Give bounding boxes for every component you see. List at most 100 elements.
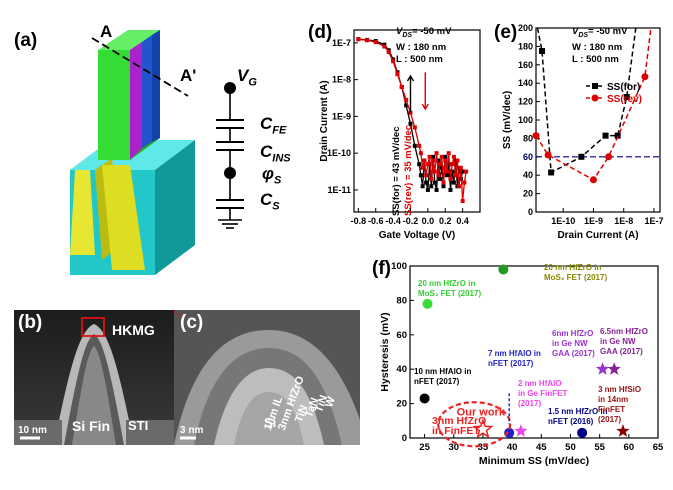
y-tick-label-d: 1E-10 bbox=[327, 148, 351, 158]
ferro-layer-blue bbox=[142, 35, 152, 148]
series-line-SS(rev) bbox=[535, 27, 652, 181]
point-marker-circle bbox=[419, 393, 430, 404]
x-tick-label-d: 0.4 bbox=[456, 216, 469, 226]
point-ss-for bbox=[578, 153, 585, 160]
point-label-line: nFET (2017) bbox=[488, 359, 534, 368]
point-label-line: in 14nm bbox=[598, 395, 628, 404]
point-reverse bbox=[439, 154, 444, 159]
point-reverse bbox=[441, 180, 446, 185]
length-line-e: L : 500 nm bbox=[572, 53, 619, 65]
cut-line bbox=[91, 37, 189, 97]
point-label-line: GAA (2017) bbox=[552, 349, 595, 358]
point-reverse bbox=[429, 176, 434, 181]
chart-e-annotation: VDS= -50 mV W : 180 nm L : 500 nm bbox=[572, 26, 627, 66]
y-tick-label-f: 0 bbox=[402, 433, 407, 444]
scale-b-label: 10 nm bbox=[18, 425, 47, 436]
point-reverse bbox=[434, 151, 439, 156]
point-reverse bbox=[412, 125, 417, 130]
x-tick-label-f: 30 bbox=[448, 442, 459, 453]
point-reverse bbox=[453, 173, 458, 178]
hkmg-label: HKMG bbox=[112, 322, 155, 338]
point-marker-star-open bbox=[472, 418, 494, 439]
y-tick-label-e: 140 bbox=[518, 78, 533, 88]
cins-label: CINS bbox=[260, 142, 291, 165]
y-tick-label-e: 160 bbox=[518, 60, 533, 70]
point-reverse bbox=[432, 169, 437, 174]
point-ss-rev bbox=[532, 132, 540, 140]
point-reverse bbox=[446, 151, 451, 156]
point-reverse bbox=[356, 37, 361, 42]
x-tick-label-f: 45 bbox=[536, 442, 547, 453]
point-marker-star bbox=[514, 424, 528, 437]
point-reverse bbox=[395, 72, 400, 77]
point-label-line: 20 nm HfZrO in bbox=[418, 279, 475, 288]
y-tick-label-e: 60 bbox=[523, 152, 533, 162]
y-tick-label-e: 100 bbox=[518, 115, 533, 125]
si-label: Si bbox=[264, 415, 277, 430]
point-reverse bbox=[464, 169, 469, 174]
fin-left-face bbox=[70, 170, 95, 255]
point-reverse bbox=[438, 162, 443, 167]
sti-label: STI bbox=[128, 418, 149, 433]
panel-b-label: (b) bbox=[18, 312, 43, 333]
point-ss-for bbox=[623, 94, 630, 100]
point-forward bbox=[425, 187, 430, 192]
point-label-line: 3 nm HfSiO bbox=[598, 385, 641, 394]
point-marker-circle bbox=[498, 264, 509, 275]
tem-image-b bbox=[14, 310, 174, 445]
vg-label: VG bbox=[237, 66, 257, 89]
point-forward bbox=[441, 184, 446, 189]
vg-node bbox=[224, 82, 236, 94]
point-forward bbox=[446, 162, 451, 167]
point-reverse bbox=[450, 162, 455, 167]
point-forward bbox=[408, 121, 413, 126]
point-forward bbox=[432, 180, 437, 185]
point-reverse bbox=[443, 158, 448, 163]
point-reverse bbox=[420, 165, 425, 170]
x-tick-label-d: -0.6 bbox=[368, 216, 384, 226]
point-reverse bbox=[399, 84, 404, 89]
chart-e-ss: 0 20 40 60 80 100 120 140 160 180 200 1E-10 1E-9 1E-8… bbox=[502, 23, 663, 241]
ferro-layer-dark bbox=[152, 30, 160, 142]
y-tick-label-f: 80 bbox=[396, 295, 407, 306]
vds-line-e: VDS= -50 mV bbox=[572, 26, 628, 39]
scale-c-label: 3 nm bbox=[180, 425, 204, 436]
point-reverse bbox=[418, 151, 423, 156]
y-tick-label-e: 0 bbox=[528, 207, 533, 217]
panel-c-label: (c) bbox=[180, 312, 204, 333]
point-reverse bbox=[451, 154, 456, 159]
point-label-line: nFET (2017) bbox=[414, 377, 460, 386]
y-tick-label-e: 200 bbox=[518, 23, 533, 33]
x-tick-label-f: 35 bbox=[478, 442, 489, 453]
panel-d-label: (d) bbox=[308, 22, 333, 43]
x-tick-label-f: 55 bbox=[594, 442, 605, 453]
point-label-line: GAA (2017) bbox=[600, 347, 643, 356]
x-tick-label-d: 0.0 bbox=[422, 216, 435, 226]
point-label-line: 6nm HfZrO bbox=[552, 329, 593, 338]
y-tick-label-e: 120 bbox=[518, 97, 533, 107]
point-reverse bbox=[382, 44, 387, 49]
legend-marker-rev bbox=[591, 94, 599, 102]
point-ss-for bbox=[539, 48, 546, 54]
point-forward bbox=[438, 176, 443, 181]
point-forward bbox=[451, 180, 456, 185]
point-forward bbox=[429, 184, 434, 189]
x-axis-label-d: Gate Voltage (V) bbox=[379, 230, 456, 241]
point-marker-circle bbox=[422, 298, 433, 309]
point-reverse bbox=[460, 198, 465, 203]
y-tick-label-d: 1E-9 bbox=[332, 111, 351, 121]
phis-label: φS bbox=[262, 164, 282, 187]
y-axis-label-d: Drain Current (A) bbox=[319, 80, 330, 161]
cs-label: CS bbox=[260, 190, 280, 213]
y-tick-label-f: 40 bbox=[396, 364, 407, 375]
our-work-ellipse bbox=[437, 401, 512, 448]
legend-marker-for bbox=[592, 83, 598, 89]
point-forward bbox=[450, 169, 455, 174]
y-tick-label-f: 100 bbox=[391, 261, 407, 272]
oxide-side-face bbox=[155, 140, 195, 275]
point-forward bbox=[448, 187, 453, 192]
point-label-line: MoS₂ FET (2017) bbox=[418, 289, 481, 298]
length-line-d: L : 500 nm bbox=[396, 53, 443, 65]
point-ss-for bbox=[602, 132, 609, 139]
point-forward bbox=[412, 143, 417, 148]
